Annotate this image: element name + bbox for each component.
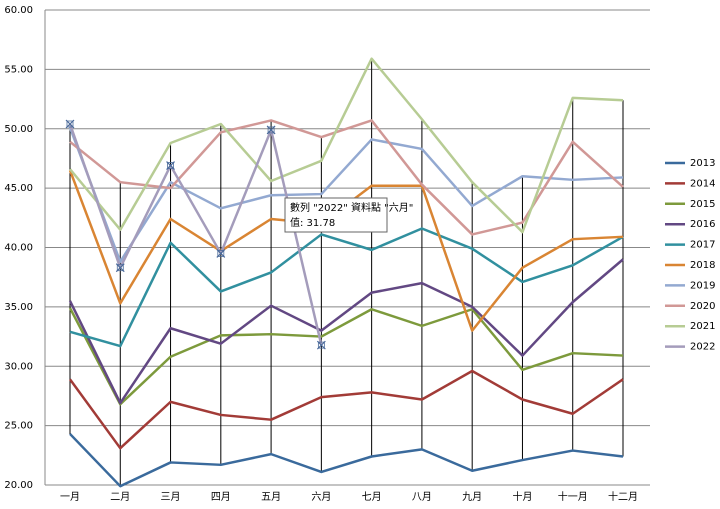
series-line <box>69 227 624 348</box>
x-tick-label: 八月 <box>412 491 432 503</box>
marker-box <box>317 341 325 349</box>
series-line <box>68 369 624 450</box>
legend-label: 2019 <box>690 280 715 291</box>
legend-label: 2016 <box>690 219 715 230</box>
x-tick-label: 十二月 <box>608 490 638 503</box>
y-tick-label: 30.00 <box>4 361 33 372</box>
series-line <box>68 258 624 405</box>
legend-label: 2014 <box>690 178 715 189</box>
y-tick-label: 20.00 <box>4 480 33 491</box>
legend-label: 2015 <box>690 199 715 210</box>
legend-label: 2020 <box>690 301 715 312</box>
selection-marker <box>216 249 226 258</box>
x-tick-label: 五月 <box>261 491 281 503</box>
selection-marker <box>65 119 75 129</box>
selection-marker <box>266 125 276 135</box>
y-tick-label: 35.00 <box>4 302 33 313</box>
series-line <box>69 433 624 488</box>
marker-box <box>116 264 124 272</box>
selection-marker <box>115 263 125 273</box>
y-tick-label: 60.00 <box>4 5 33 16</box>
x-tick-label: 九月 <box>462 491 482 503</box>
y-tick-label: 50.00 <box>4 124 33 135</box>
legend-label: 2017 <box>690 240 715 251</box>
x-tick-label: 十月 <box>512 490 532 503</box>
series-line <box>68 127 624 263</box>
series-line <box>68 307 624 406</box>
series-line <box>69 57 624 234</box>
y-tick-label: 45.00 <box>4 183 33 194</box>
marker-box <box>167 162 174 169</box>
legend-label: 2013 <box>690 158 715 169</box>
legend-label: 2022 <box>690 342 715 353</box>
x-tick-label: 二月 <box>110 491 130 503</box>
x-tick-label: 四月 <box>211 491 231 503</box>
y-tick-label: 40.00 <box>4 243 33 254</box>
x-tick-label: 六月 <box>311 491 331 503</box>
x-tick-label: 十一月 <box>558 490 588 503</box>
y-tick-label: 55.00 <box>4 64 33 75</box>
tooltip-line: 數列 "2022" 資料點 "六月" <box>290 201 413 214</box>
legend-label: 2021 <box>690 321 715 332</box>
marker-box <box>66 120 74 128</box>
x-tick-label: 三月 <box>161 491 181 503</box>
tooltip-line: 值: 31.78 <box>290 216 335 229</box>
series-line <box>68 123 323 346</box>
selection-marker <box>166 161 175 170</box>
selection-marker <box>316 340 326 350</box>
tooltip-box <box>284 197 388 233</box>
legend-label: 2018 <box>690 260 715 271</box>
marker-box <box>267 126 275 134</box>
x-tick-label: 一月 <box>60 491 80 503</box>
x-tick-label: 七月 <box>362 491 382 503</box>
y-tick-label: 25.00 <box>4 421 33 432</box>
marker-box <box>217 250 225 257</box>
